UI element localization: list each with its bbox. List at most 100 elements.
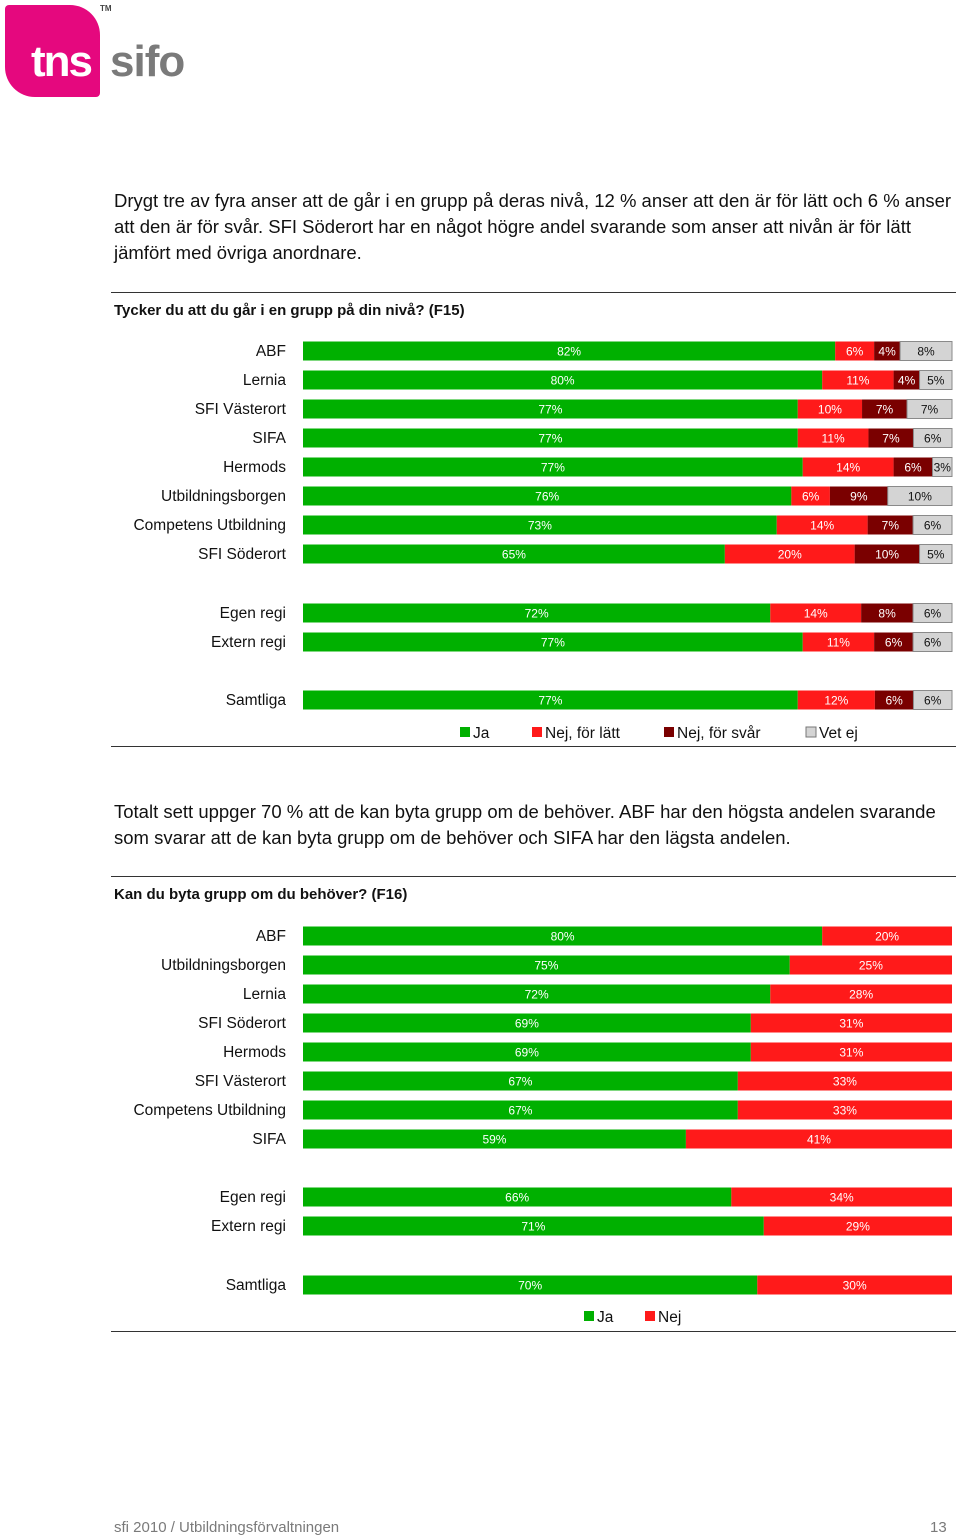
chart-f16: ABF 80% 20% Utbildningsborgen 75% 25% Lernia 72… xyxy=(133,926,952,1326)
data-label: 69% xyxy=(515,1046,539,1060)
bar-segment xyxy=(893,370,920,390)
data-label: 5% xyxy=(927,548,945,562)
data-label: 11% xyxy=(827,636,850,650)
bar-segment xyxy=(303,1129,686,1149)
row-label: Extern regi xyxy=(211,634,286,651)
bar-segment xyxy=(912,603,953,623)
logo-tns-text: tns xyxy=(31,37,93,86)
data-label: 20% xyxy=(875,930,899,944)
data-label: 6% xyxy=(924,432,942,446)
row-label: Egen regi xyxy=(220,1189,286,1206)
data-label: 20% xyxy=(778,548,802,562)
bar-segment xyxy=(789,955,952,975)
data-label: 9% xyxy=(850,490,868,504)
bar-segment xyxy=(750,1042,952,1062)
bar-segment xyxy=(874,341,901,361)
bar-segment xyxy=(854,544,920,564)
data-label: 71% xyxy=(521,1220,545,1234)
bar-segment xyxy=(303,603,771,623)
bar-segment xyxy=(724,544,855,564)
bar-segment xyxy=(303,926,823,946)
bar-segment xyxy=(303,1187,732,1207)
data-label: 80% xyxy=(551,930,575,944)
row-label: SFI Västerort xyxy=(195,1073,287,1090)
data-label: 10% xyxy=(908,490,932,504)
legend-label: Ja xyxy=(597,1309,614,1326)
logo-trademark: TM xyxy=(100,4,112,13)
tns-sifo-logo: tns TM sifo xyxy=(5,4,195,100)
data-label: 6% xyxy=(924,607,942,621)
bar-segment xyxy=(757,1275,952,1295)
data-label: 6% xyxy=(802,490,820,504)
data-label: 6% xyxy=(924,519,942,533)
bar-segment xyxy=(303,1100,738,1120)
data-label: 14% xyxy=(810,519,834,533)
bar-segment xyxy=(303,1013,751,1033)
legend-label: Nej, för lätt xyxy=(545,725,621,742)
row-label: Competens Utbildning xyxy=(133,517,286,534)
chart2-bottom-rule xyxy=(111,1331,956,1332)
bar-segment xyxy=(912,515,953,535)
legend-swatch xyxy=(584,1311,594,1321)
chart1-top-rule xyxy=(111,292,956,293)
bar-segment xyxy=(303,955,790,975)
legend-label: Vet ej xyxy=(819,725,858,742)
bar-segment xyxy=(861,603,914,623)
data-label: 10% xyxy=(875,548,899,562)
row-label: SFI Söderort xyxy=(198,546,287,563)
bar-segment xyxy=(912,428,953,448)
data-label: 3% xyxy=(934,461,952,475)
logo-mark-icon xyxy=(5,5,100,97)
bar-segment xyxy=(737,1071,952,1091)
data-label: 65% xyxy=(502,548,526,562)
data-label: 77% xyxy=(541,461,565,475)
bar-segment xyxy=(303,544,725,564)
bar-segment xyxy=(874,632,914,652)
data-label: 6% xyxy=(904,461,922,475)
data-label: 41% xyxy=(807,1133,831,1147)
data-label: 4% xyxy=(898,374,916,388)
data-label: 11% xyxy=(822,432,845,446)
bar-segment xyxy=(893,457,933,477)
chart1-title: Tycker du att du går i en grupp på din n… xyxy=(114,302,465,319)
row-label: SIFA xyxy=(252,1131,286,1148)
data-label: 59% xyxy=(482,1133,506,1147)
bar-segment xyxy=(802,632,875,652)
row-label: Extern regi xyxy=(211,1218,286,1235)
bar-segment xyxy=(822,926,952,946)
bar-segment xyxy=(791,486,830,506)
legend-swatch xyxy=(532,727,542,737)
bar-segment xyxy=(932,457,953,477)
bar-segment xyxy=(822,370,894,390)
row-label: Egen regi xyxy=(220,605,286,622)
data-label: 75% xyxy=(534,959,558,973)
row-label: SIFA xyxy=(252,430,286,447)
bar-segment xyxy=(829,486,888,506)
data-label: 11% xyxy=(846,374,869,388)
bar-segment xyxy=(303,690,798,710)
data-label: 33% xyxy=(833,1104,857,1118)
bar-segment xyxy=(868,428,914,448)
chart2-title: Kan du byta grupp om du behöver? (F16) xyxy=(114,886,408,903)
data-label: 8% xyxy=(878,607,896,621)
bar-segment xyxy=(887,486,953,506)
row-label: ABF xyxy=(256,928,286,945)
bar-segment xyxy=(862,399,908,419)
data-label: 6% xyxy=(924,694,942,708)
bar-segment xyxy=(912,690,953,710)
row-label: SFI Västerort xyxy=(195,401,287,418)
data-label: 6% xyxy=(885,694,903,708)
bar-segment xyxy=(797,399,863,419)
data-label: 77% xyxy=(538,403,562,417)
bar-segment xyxy=(797,690,875,710)
row-label: Samtliga xyxy=(226,1277,287,1294)
data-label: 72% xyxy=(525,607,549,621)
bar-segment xyxy=(770,984,952,1004)
data-label: 80% xyxy=(551,374,575,388)
intro-paragraph-f16: Totalt sett uppger 70 % att de kan byta … xyxy=(114,801,936,848)
data-label: 31% xyxy=(839,1017,863,1031)
row-label: Lernia xyxy=(243,986,286,1003)
data-label: 7% xyxy=(876,403,894,417)
row-label: ABF xyxy=(256,343,286,360)
chart2-top-rule xyxy=(111,876,956,877)
